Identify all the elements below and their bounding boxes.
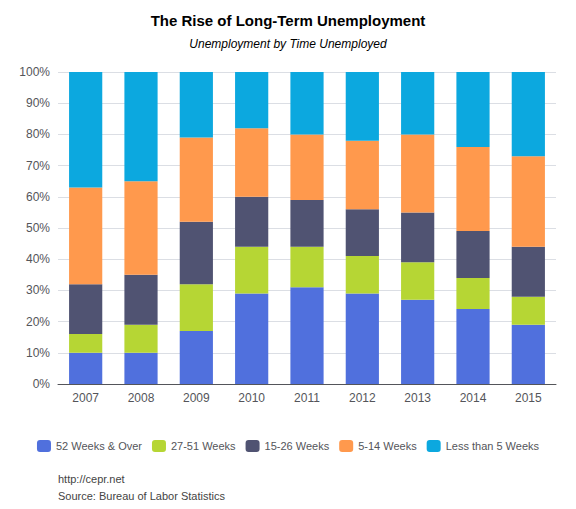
svg-text:2010: 2010 <box>238 391 265 405</box>
svg-text:30%: 30% <box>26 283 50 297</box>
svg-text:60%: 60% <box>26 190 50 204</box>
svg-text:50%: 50% <box>26 221 50 235</box>
svg-text:10%: 10% <box>26 346 50 360</box>
svg-text:5-14 Weeks: 5-14 Weeks <box>358 440 417 452</box>
svg-text:Less than 5 Weeks: Less than 5 Weeks <box>446 440 540 452</box>
svg-text:2013: 2013 <box>404 391 431 405</box>
svg-text:2008: 2008 <box>128 391 155 405</box>
svg-text:2015: 2015 <box>515 391 542 405</box>
svg-text:0%: 0% <box>33 377 51 391</box>
svg-text:15-26 Weeks: 15-26 Weeks <box>265 440 330 452</box>
svg-text:2011: 2011 <box>294 391 320 405</box>
svg-text:40%: 40% <box>26 252 50 266</box>
svg-text:The Rise of Long-Term Unemploy: The Rise of Long-Term Unemployment <box>151 12 426 29</box>
svg-text:20%: 20% <box>26 315 50 329</box>
svg-text:2009: 2009 <box>183 391 210 405</box>
svg-text:70%: 70% <box>26 159 50 173</box>
svg-text:52 Weeks & Over: 52 Weeks & Over <box>56 440 142 452</box>
svg-text:Unemployment by Time Unemploye: Unemployment by Time Unemployed <box>189 37 387 51</box>
svg-text:80%: 80% <box>26 127 50 141</box>
svg-text:2007: 2007 <box>72 391 99 405</box>
svg-text:90%: 90% <box>26 96 50 110</box>
svg-text:2012: 2012 <box>349 391 376 405</box>
svg-text:27-51 Weeks: 27-51 Weeks <box>171 440 236 452</box>
svg-text:100%: 100% <box>19 65 50 79</box>
svg-text:http://cepr.net: http://cepr.net <box>58 473 125 485</box>
svg-text:2014: 2014 <box>460 391 487 405</box>
svg-text:Source: Bureau of Labor Statis: Source: Bureau of Labor Statistics <box>58 490 225 502</box>
